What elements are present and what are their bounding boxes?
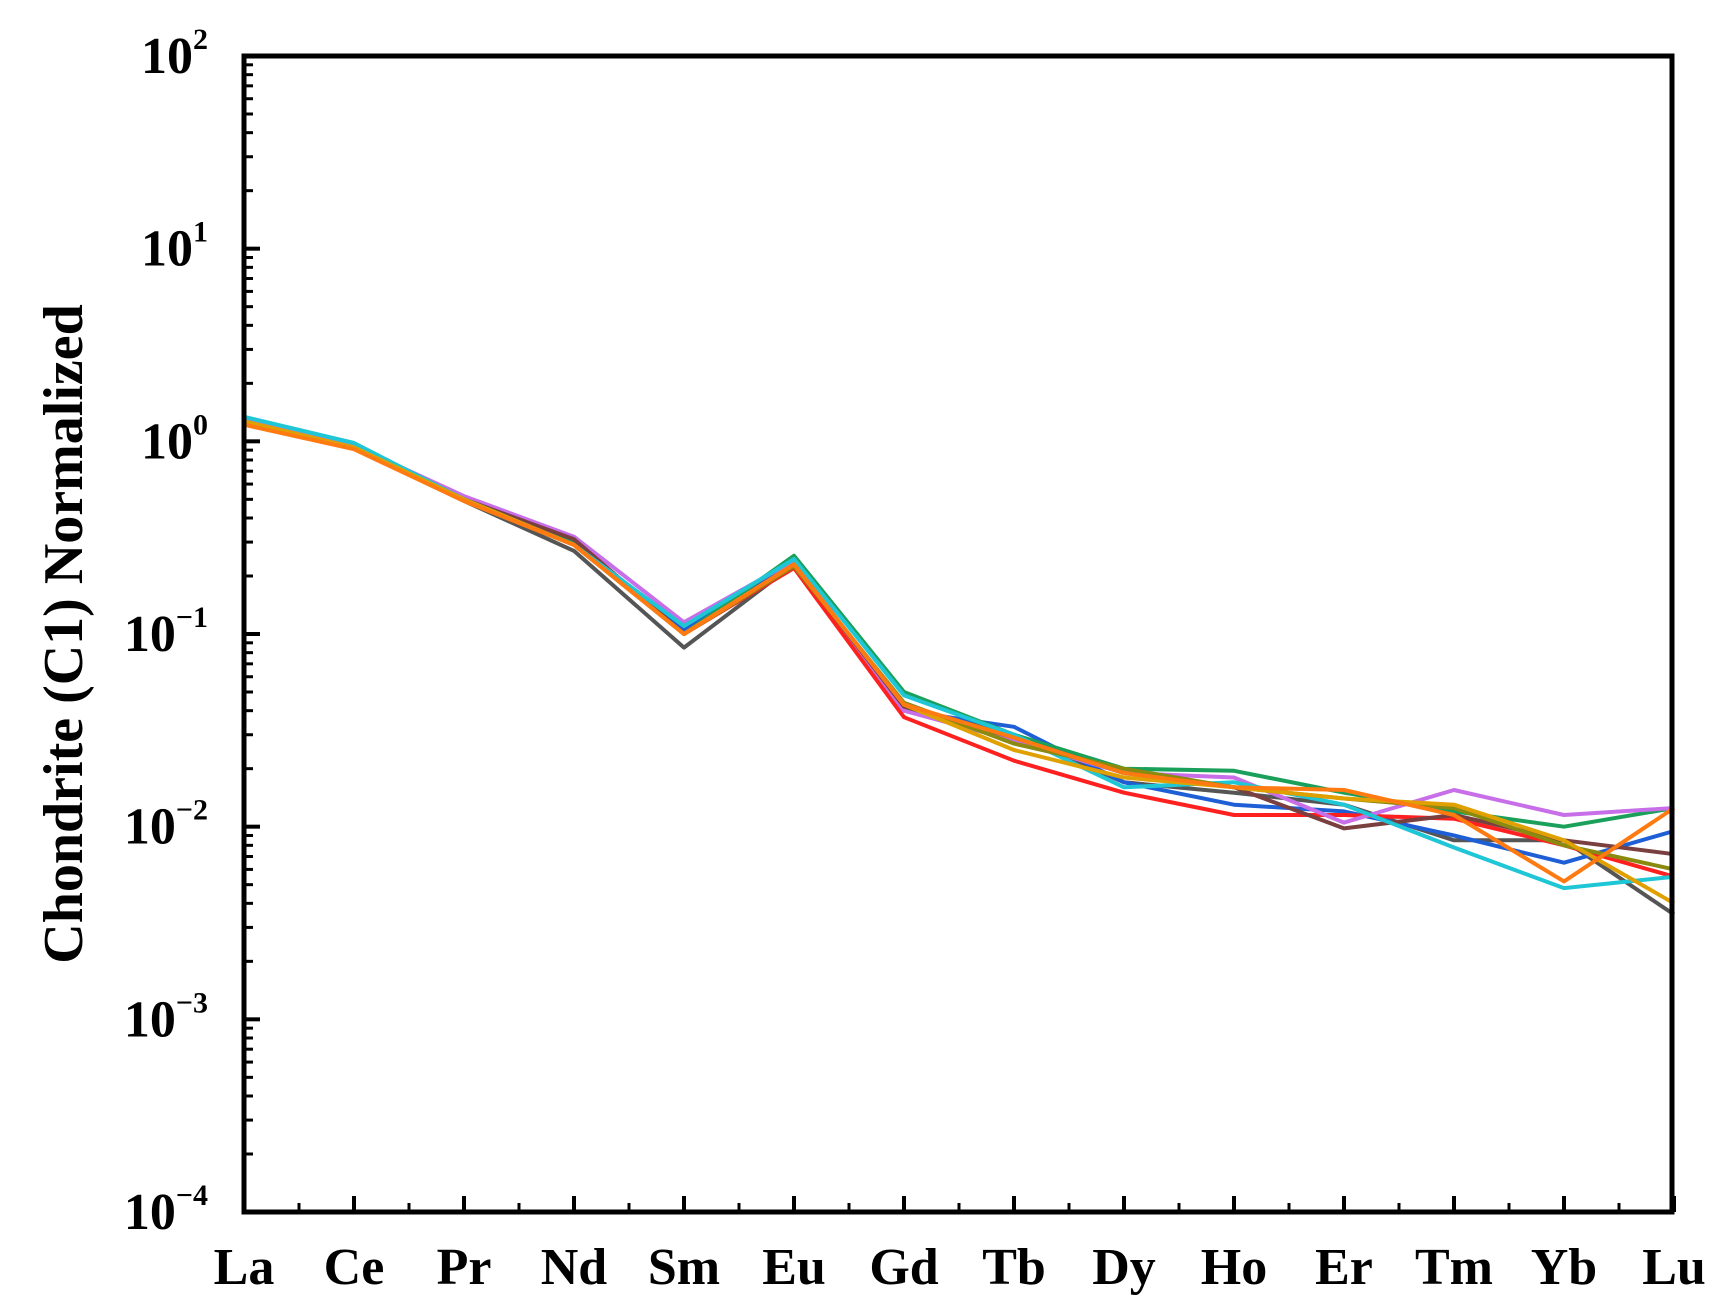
series-lines <box>243 414 1676 917</box>
y-tick-label: 101 <box>141 216 208 278</box>
x-tick-label-eu: Eu <box>762 1239 826 1296</box>
x-tick-label-yb: Yb <box>1531 1239 1597 1296</box>
x-tick-label-tb: Tb <box>982 1239 1046 1296</box>
series-line-sample-4 <box>243 419 1675 829</box>
x-tick-label-nd: Nd <box>541 1239 608 1296</box>
x-tick-label-ho: Ho <box>1201 1239 1267 1296</box>
x-tick-label-tm: Tm <box>1415 1239 1493 1296</box>
x-tick-label-la: La <box>214 1239 275 1296</box>
x-tick-label-ce: Ce <box>324 1239 385 1296</box>
x-tick-labels: La Ce Pr Nd Sm Eu Gd Tb Dy Ho Er Tm Yb Lu <box>214 1239 1706 1296</box>
x-tick-label-er: Er <box>1315 1239 1373 1296</box>
y-axis-label: Chondrite (C1) Normalized <box>33 304 95 963</box>
y-tick-labels: 102 101 100 10−1 10−2 10−3 10−4 <box>124 23 208 1241</box>
series-line-sample-5 <box>243 417 1675 825</box>
y-tick-label: 10−1 <box>124 601 208 663</box>
series-line-sample-10 <box>243 422 1676 884</box>
series-line-sample-8 <box>243 420 1675 872</box>
x-tick-label-sm: Sm <box>648 1239 720 1296</box>
y-tick-label: 10−2 <box>124 794 208 856</box>
axis-ticks <box>242 54 1676 1214</box>
y-tick-label: 102 <box>141 23 208 85</box>
x-tick-label-lu: Lu <box>1642 1239 1706 1296</box>
x-tick-label-gd: Gd <box>869 1239 938 1296</box>
x-tick-label-pr: Pr <box>437 1239 492 1296</box>
y-tick-label: 10−4 <box>124 1179 208 1241</box>
x-tick-label-dy: Dy <box>1092 1239 1156 1296</box>
series-line-sample-2 <box>243 417 1675 865</box>
y-tick-label: 100 <box>141 408 208 470</box>
y-tick-label: 10−3 <box>124 986 208 1048</box>
plot-frame <box>241 53 1675 1215</box>
